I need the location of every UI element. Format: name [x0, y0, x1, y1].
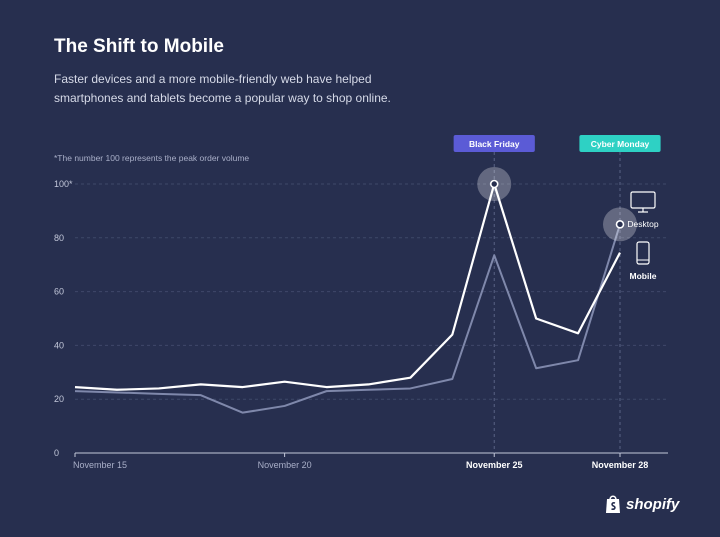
annotation-badge-label: Black Friday — [469, 139, 520, 149]
page-subtitle: Faster devices and a more mobile-friendl… — [54, 72, 391, 105]
x-tick-label: November 25 — [466, 460, 523, 470]
y-tick-label: 80 — [54, 233, 64, 243]
y-tick-label: 100* — [54, 179, 73, 189]
desktop-icon — [630, 191, 656, 209]
peak-marker — [489, 179, 499, 189]
shopify-logo: shopify — [604, 494, 679, 514]
legend-label-mobile: Mobile — [630, 271, 657, 281]
y-tick-label: 40 — [54, 340, 64, 350]
series-line-mobile — [74, 224, 621, 414]
x-tick-label: November 15 — [73, 460, 127, 470]
annotation-badge-label: Cyber Monday — [591, 139, 650, 149]
annotation-badge — [579, 135, 661, 152]
y-tick-label: 0 — [54, 448, 59, 458]
y-tick-label: 60 — [54, 287, 64, 297]
mobile-icon — [636, 241, 650, 265]
shopify-logo-text: shopify — [626, 495, 680, 513]
x-tick-label: November 20 — [258, 460, 312, 470]
chart-note: *The number 100 represents the peak orde… — [54, 153, 249, 163]
page-title: The Shift to Mobile — [54, 36, 224, 57]
peak-marker — [615, 220, 625, 229]
x-tick-label: November 28 — [592, 460, 649, 470]
y-tick-label: 20 — [54, 394, 64, 404]
shopify-bag-icon — [606, 495, 620, 513]
series-line-desktop — [74, 182, 621, 391]
annotation-badge — [453, 135, 535, 152]
legend-label-desktop: Desktop — [627, 219, 658, 229]
